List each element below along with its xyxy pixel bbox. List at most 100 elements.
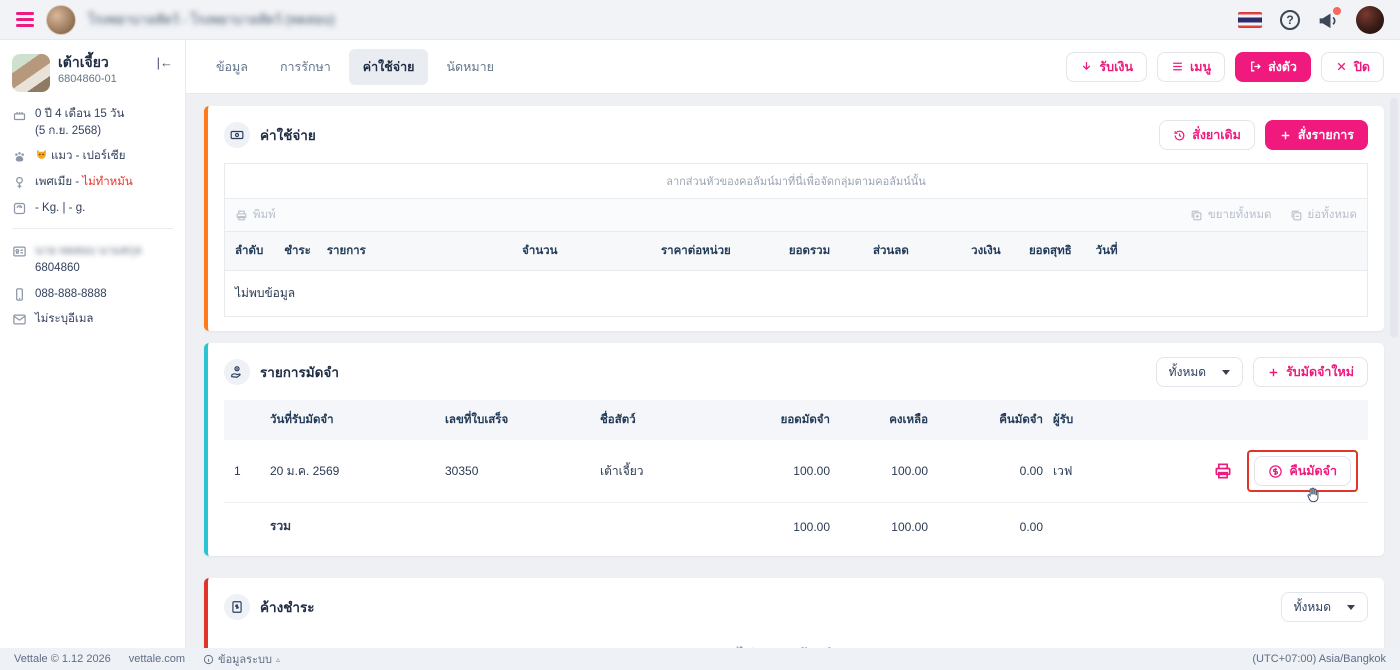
pet-gender-row: เพศเมีย - ไม่ทำหมัน <box>12 174 173 191</box>
pet-photo[interactable] <box>12 54 50 92</box>
hand-money-icon <box>224 359 250 385</box>
id-card-icon <box>13 246 26 257</box>
col-net[interactable]: ยอดสุทธิ <box>1028 245 1072 257</box>
tab-treatment[interactable]: การรักษา <box>279 59 331 74</box>
clinic-title: โรงพยาบาลสัตว์ - โรงพยาบาลสัตว์ (ทดสอบ) <box>88 12 335 27</box>
content-area: ค่าใช้จ่าย สั่งยาเดิม สั่งรายการ ลากส่วน… <box>186 94 1400 648</box>
col-deposit-date[interactable]: วันที่รับมัดจำ <box>270 414 334 426</box>
col-total[interactable]: ยอดรวม <box>788 245 831 257</box>
owner-row: นาย ทดสอบ นามสกุล 6804860 <box>12 243 173 276</box>
close-button[interactable]: ปิด <box>1320 51 1384 82</box>
tab-info[interactable]: ข้อมูล <box>216 59 248 74</box>
hand-cursor-icon <box>1307 487 1319 503</box>
col-no[interactable]: ลำดับ <box>235 245 264 257</box>
paw-icon <box>15 152 24 162</box>
expense-section: ค่าใช้จ่าย สั่งยาเดิม สั่งรายการ ลากส่วน… <box>204 106 1384 331</box>
col-unit-price[interactable]: ราคาต่อหน่วย <box>660 245 731 257</box>
clinic-avatar[interactable] <box>46 4 76 35</box>
announcements-button[interactable] <box>1318 6 1341 30</box>
system-info-button[interactable]: ข้อมูลระบบ ▵ <box>203 650 280 668</box>
deposit-receiver: เวฟ <box>1053 463 1073 478</box>
col-receipt-no[interactable]: เลขที่ใบเสร็จ <box>445 414 509 426</box>
collapse-all-icon <box>1291 210 1301 220</box>
cat-emoji-icon <box>35 148 48 161</box>
deposit-amount: 100.00 <box>793 464 830 478</box>
col-date[interactable]: วันที่ <box>1095 245 1118 257</box>
user-avatar[interactable] <box>1356 5 1384 34</box>
col-pet-name[interactable]: ชื่อสัตว์ <box>600 414 636 426</box>
total-remaining: 100.00 <box>891 519 928 534</box>
group-by-drop-zone[interactable]: ลากส่วนหัวของคอลัมน์มาที่นี่เพื่อจัดกลุ่… <box>224 163 1368 199</box>
col-paid[interactable]: ชำระ <box>284 245 311 257</box>
owner-phone: 088-888-8888 <box>35 287 107 300</box>
row-number: 1 <box>234 464 241 478</box>
expense-title: ค่าใช้จ่าย <box>260 128 316 143</box>
owner-name: นาย ทดสอบ นามสกุล <box>35 245 142 258</box>
pet-birthdate: (5 ก.ย. 2568) <box>35 124 102 137</box>
pet-species: แมว - เปอร์เซีย <box>51 150 126 163</box>
megaphone-icon <box>1319 12 1336 28</box>
expense-grid-toolbar: พิมพ์ ขยายทั้งหมด ย่อทั้งหมด <box>224 199 1368 232</box>
new-deposit-button[interactable]: รับมัดจำใหม่ <box>1253 357 1368 387</box>
patient-sidebar: เต้าเจี้ยว 6804860-01 |← 0 ปี 4 เดือน 15… <box>0 40 186 648</box>
tab-expenses[interactable]: ค่าใช้จ่าย <box>348 48 429 85</box>
expense-table-header: ลำดับ ชำระ รายการ จำนวน ราคาต่อหน่วย ยอด… <box>224 232 1368 271</box>
order-item-button[interactable]: สั่งรายการ <box>1264 120 1368 150</box>
deposit-title: รายการมัดจำ <box>260 365 339 380</box>
caret-up-icon: ▵ <box>275 654 280 664</box>
col-discount[interactable]: ส่วนลด <box>872 245 909 257</box>
thai-flag-icon[interactable] <box>1238 11 1262 28</box>
notification-dot <box>1333 6 1341 15</box>
hamburger-menu-icon[interactable] <box>16 12 34 27</box>
history-icon <box>1174 130 1185 140</box>
weight-scale-icon <box>13 202 26 214</box>
refund-highlight-box: คืนมัดจำ <box>1247 450 1358 503</box>
deposit-section: รายการมัดจำ ทั้งหมด รับมัดจำใหม่ <box>204 343 1384 556</box>
email-icon <box>13 314 26 325</box>
tab-appointments[interactable]: นัดหมาย <box>446 59 494 74</box>
vertical-scrollbar[interactable] <box>1390 98 1398 338</box>
print-button-disabled[interactable]: พิมพ์ <box>235 206 276 224</box>
top-bar: โรงพยาบาลสัตว์ - โรงพยาบาลสัตว์ (ทดสอบ) … <box>0 0 1400 40</box>
receive-money-button[interactable]: รับเงิน <box>1066 51 1147 82</box>
col-item[interactable]: รายการ <box>326 245 366 257</box>
print-receipt-icon[interactable] <box>1213 461 1233 481</box>
help-icon[interactable]: ? <box>1280 9 1300 30</box>
col-credit[interactable]: วงเงิน <box>971 245 1001 257</box>
tab-bar: ข้อมูล การรักษา ค่าใช้จ่าย นัดหมาย รับเง… <box>186 40 1400 94</box>
download-arrow-icon <box>1083 62 1091 71</box>
chevron-down-icon <box>1347 604 1355 610</box>
outstanding-empty-text: ไม่พบยอดค้างชำระ <box>224 644 1368 648</box>
banknote-icon <box>224 122 250 148</box>
total-refunded: 0.00 <box>1019 519 1043 534</box>
invoice-icon <box>224 594 250 620</box>
col-remaining[interactable]: คงเหลือ <box>889 414 928 426</box>
close-icon <box>1337 62 1346 71</box>
menu-button[interactable]: เมนู <box>1157 51 1226 82</box>
refund-deposit-button[interactable]: คืนมัดจำ <box>1254 456 1351 486</box>
pet-name: เต้าเจี้ยว <box>58 54 109 70</box>
birthday-cake-icon <box>13 110 26 121</box>
reorder-medicine-button[interactable]: สั่งยาเดิม <box>1159 120 1255 150</box>
footer-site-link[interactable]: vettale.com <box>128 653 186 665</box>
total-label: รวม <box>270 519 292 533</box>
collapse-all-button[interactable]: ย่อทั้งหมด <box>1290 206 1357 224</box>
menu-lines-icon <box>1173 62 1182 71</box>
sidebar-collapse-icon[interactable]: |← <box>156 55 173 70</box>
deposit-date: 20 ม.ค. 2569 <box>270 463 340 478</box>
printer-icon <box>236 210 247 220</box>
outstanding-title: ค้างชำระ <box>260 600 315 615</box>
col-refunded[interactable]: คืนมัดจำ <box>999 414 1043 426</box>
outstanding-filter-select[interactable]: ทั้งหมด <box>1280 592 1368 622</box>
deposit-table-header: วันที่รับมัดจำ เลขที่ใบเสร็จ ชื่อสัตว์ ย… <box>224 400 1368 440</box>
col-receiver[interactable]: ผู้รับ <box>1053 414 1074 426</box>
col-deposit-amount[interactable]: ยอดมัดจำ <box>780 414 830 426</box>
expand-all-button[interactable]: ขยายทั้งหมด <box>1190 206 1272 224</box>
plus-icon <box>1281 131 1290 139</box>
col-qty[interactable]: จำนวน <box>522 245 558 257</box>
transfer-button[interactable]: ส่งตัว <box>1235 51 1311 82</box>
pet-weight-row: - Kg. | - g. <box>12 200 173 217</box>
total-amount: 100.00 <box>793 519 830 534</box>
deposit-filter-select[interactable]: ทั้งหมด <box>1155 357 1244 387</box>
expense-empty-text: ไม่พบข้อมูล <box>235 286 296 300</box>
